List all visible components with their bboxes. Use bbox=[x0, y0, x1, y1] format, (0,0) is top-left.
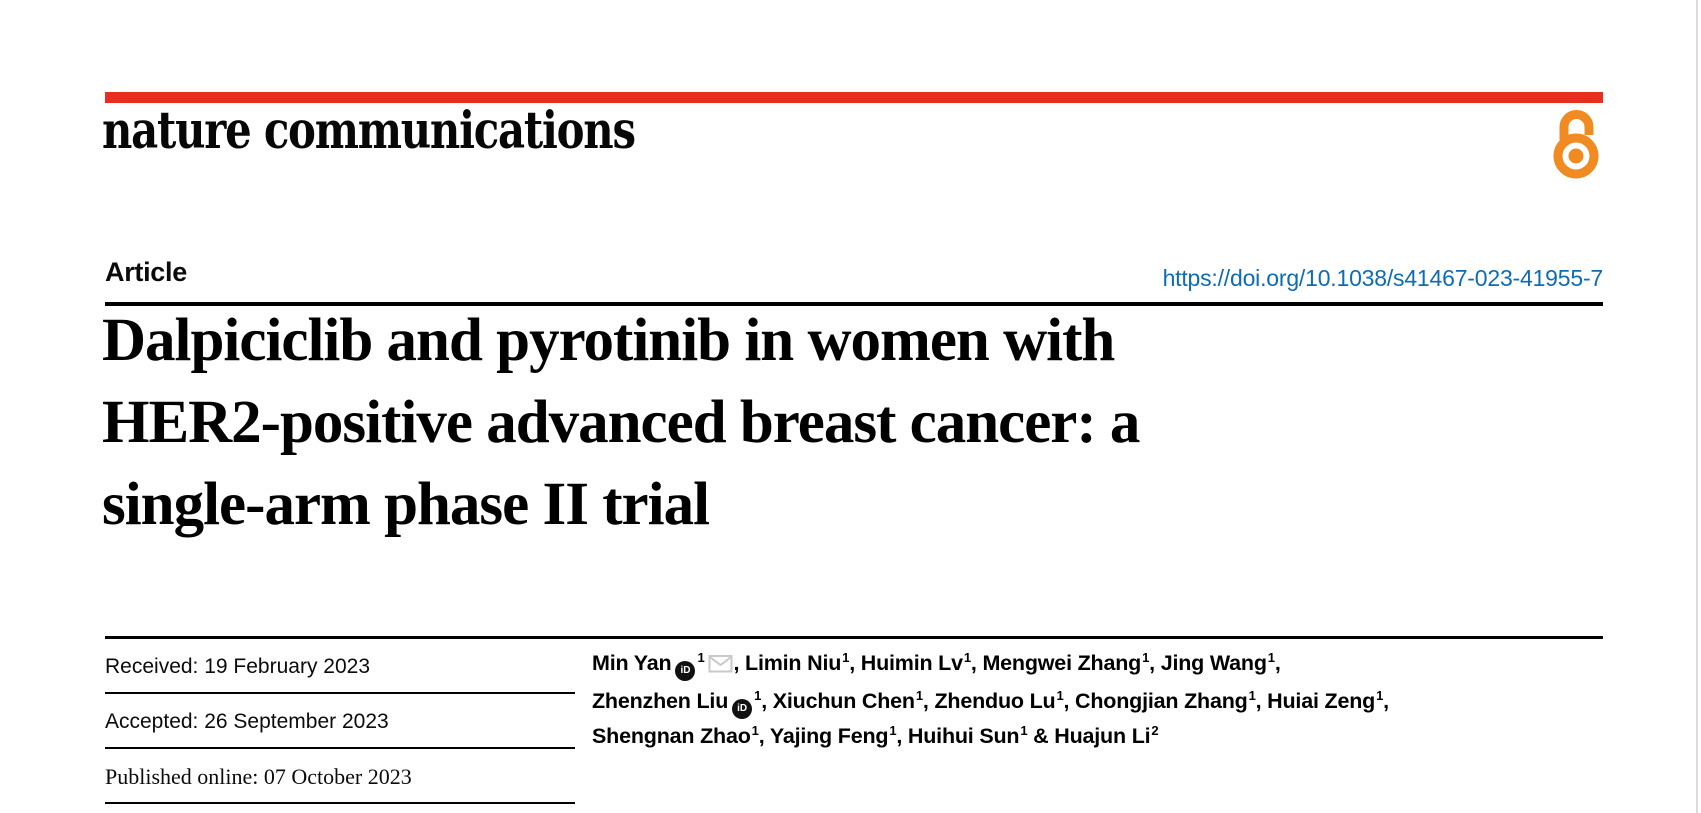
affiliation-superscript: 1 bbox=[963, 649, 971, 665]
article-title: Dalpiciclib and pyrotinib in women with … bbox=[102, 300, 1462, 546]
received-date: Received: 19 February 2023 bbox=[105, 639, 575, 694]
affiliation-superscript: 1 bbox=[697, 649, 705, 665]
author-name: Huajun Li bbox=[1054, 724, 1151, 748]
author-name: Jing Wang bbox=[1160, 651, 1267, 675]
page-edge bbox=[1696, 0, 1698, 813]
orcid-icon[interactable]: iD bbox=[732, 699, 753, 719]
affiliation-superscript: 1 bbox=[1056, 687, 1064, 703]
author-name: Min Yan bbox=[592, 651, 672, 675]
affiliation-superscript: 1 bbox=[751, 722, 759, 738]
info-block-top-rule bbox=[105, 636, 1603, 639]
email-icon[interactable] bbox=[708, 649, 733, 684]
brand-color-bar bbox=[105, 92, 1603, 103]
orcid-icon[interactable]: iD bbox=[675, 661, 696, 681]
affiliation-superscript: 1 bbox=[1020, 722, 1028, 738]
author-line: Zhenzhen Liu iD1, Xiuchun Chen1, Zhenduo … bbox=[592, 684, 1612, 719]
journal-logo: nature communications bbox=[102, 101, 636, 161]
affiliation-superscript: 1 bbox=[1267, 649, 1275, 665]
author-name: Huihui Sun bbox=[907, 724, 1020, 748]
open-access-icon bbox=[1549, 108, 1603, 185]
author-line: Shengnan Zhao1, Yajing Feng1, Huihui Sun… bbox=[592, 722, 1159, 748]
author-name: Xiuchun Chen bbox=[772, 689, 915, 713]
title-line-3: single-arm phase II trial bbox=[102, 471, 710, 538]
title-line-2: HER2-positive advanced breast cancer: a bbox=[102, 389, 1140, 456]
author-line: Min Yan iD1, Limin Niu1, Huimin Lv1, Meng… bbox=[592, 646, 1612, 684]
affiliation-superscript: 2 bbox=[1151, 722, 1159, 738]
affiliation-superscript: 1 bbox=[1248, 687, 1256, 703]
doi-link[interactable]: https://doi.org/10.1038/s41467-023-41955… bbox=[1162, 265, 1604, 291]
author-name: Huiai Zeng bbox=[1267, 689, 1376, 713]
affiliation-superscript: 1 bbox=[754, 687, 762, 703]
author-name: Shengnan Zhao bbox=[592, 724, 751, 748]
title-line-1: Dalpiciclib and pyrotinib in women with bbox=[102, 307, 1115, 374]
article-history: Received: 19 February 2023 Accepted: 26 … bbox=[105, 639, 575, 804]
author-name: Zhenduo Lu bbox=[934, 689, 1056, 713]
author-name: Huimin Lv bbox=[860, 651, 963, 675]
affiliation-superscript: 1 bbox=[842, 649, 850, 665]
author-name: Chongjian Zhang bbox=[1075, 689, 1248, 713]
affiliation-superscript: 1 bbox=[915, 687, 923, 703]
author-name: Limin Niu bbox=[745, 651, 842, 675]
affiliation-superscript: 1 bbox=[1142, 649, 1150, 665]
affiliation-superscript: 1 bbox=[889, 722, 897, 738]
author-name: Mengwei Zhang bbox=[982, 651, 1142, 675]
author-list: Min Yan iD1, Limin Niu1, Huimin Lv1, Meng… bbox=[592, 646, 1612, 754]
affiliation-superscript: 1 bbox=[1376, 687, 1384, 703]
author-name: Yajing Feng bbox=[769, 724, 889, 748]
header-divider-rule bbox=[105, 302, 1603, 306]
accepted-date: Accepted: 26 September 2023 bbox=[105, 694, 575, 749]
article-type-label: Article bbox=[105, 257, 187, 287]
published-date: Published online: 07 October 2023 bbox=[105, 749, 575, 804]
author-name: Zhenzhen Liu bbox=[592, 689, 729, 713]
